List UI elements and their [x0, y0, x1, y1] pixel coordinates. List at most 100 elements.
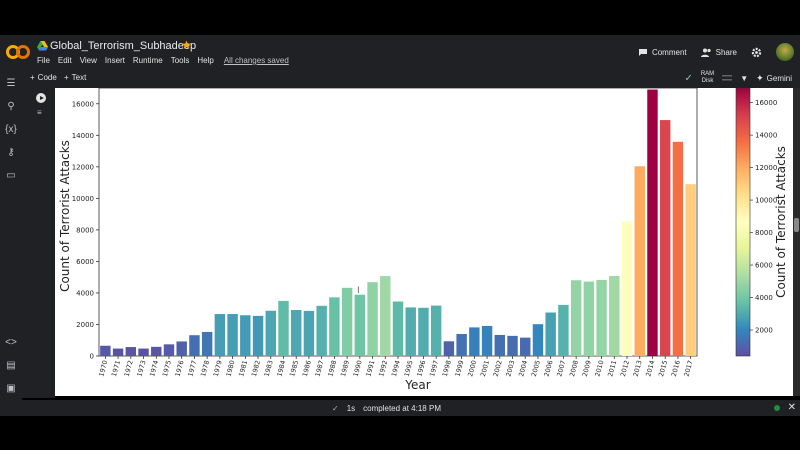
bar-2004 [520, 337, 531, 356]
menu-tools[interactable]: Tools [170, 56, 190, 65]
table-of-contents-icon[interactable]: ☰ [6, 78, 16, 89]
menu-insert[interactable]: Insert [104, 56, 125, 65]
x-tick-label: 1989 [339, 359, 351, 377]
x-tick-label: 2009 [581, 359, 593, 377]
drive-icon[interactable] [37, 41, 48, 51]
x-tick-label: 2010 [593, 359, 605, 377]
share-label: Share [715, 47, 737, 57]
bar-2007 [558, 304, 569, 356]
gemini-button[interactable]: ✦ Gemini [756, 73, 792, 84]
bar-1981 [240, 315, 251, 356]
x-tick-label: 2008 [568, 359, 580, 377]
y-axis-label: Count of Terrorist Attacks [58, 140, 72, 292]
save-status[interactable]: All changes saved [223, 56, 289, 65]
files-folder-icon[interactable]: ▭ [6, 170, 16, 181]
x-tick-label: 1991 [364, 359, 376, 377]
x-tick-label: 1996 [415, 359, 427, 377]
search-icon[interactable]: ⚲ [7, 101, 15, 112]
runtime-dropdown-icon[interactable]: ▼ [740, 73, 749, 83]
close-icon[interactable]: ✕ [787, 402, 796, 413]
menu-view[interactable]: View [79, 56, 97, 65]
connected-check-icon: ✓ [684, 72, 693, 84]
bar-1990 [354, 294, 366, 356]
star-icon[interactable]: ★ [181, 38, 192, 52]
bar-1998 [443, 341, 455, 356]
bar-1991 [367, 282, 378, 356]
bar-1999 [456, 334, 467, 356]
bar-2014 [647, 89, 658, 356]
comment-label: Comment [651, 47, 687, 57]
bar-1980 [227, 314, 238, 356]
notebook-toolbar: + Code + Text ✓ RAM Disk ▼ ✦ Gemini [0, 70, 800, 88]
x-tick-label: 1994 [390, 359, 402, 377]
plus-icon: + [30, 73, 35, 82]
bar-2001 [481, 325, 493, 356]
x-tick-label: 1980 [225, 359, 237, 377]
code-snippets-icon[interactable]: <> [5, 337, 17, 348]
top-right-actions: Comment Share [638, 43, 794, 61]
bar-2005 [532, 324, 544, 356]
connection-status-icon [774, 405, 780, 411]
colorbar-label: Count of Terrorist Attacks [774, 146, 788, 298]
x-tick-label: 1990 [352, 359, 364, 377]
x-tick-label: 1970 [97, 359, 109, 377]
bar-1995 [405, 307, 416, 356]
menu-bar: File Edit View Insert Runtime Tools Help… [37, 56, 289, 65]
colorbar-tick-label: 8000 [755, 229, 773, 237]
comment-button[interactable]: Comment [638, 48, 687, 57]
output-actions-icon[interactable]: ≡ [37, 108, 42, 117]
cell-gutter: ≡ [22, 88, 55, 398]
colorbar [735, 88, 751, 357]
ram-disk-indicator[interactable]: RAM Disk [701, 71, 714, 85]
bar-1971 [112, 348, 124, 356]
colab-logo-icon[interactable] [6, 41, 30, 63]
x-tick-label: 1974 [148, 359, 160, 377]
x-tick-label: 2017 [683, 359, 695, 377]
x-tick-label: 1983 [263, 359, 275, 377]
x-tick-label: 2013 [632, 359, 644, 377]
execution-status: ✓ 1s completed at 4:18 PM [332, 404, 441, 413]
bar-chart: 0 2000 4000 6000 8000 10000 12000 14000 16000 197… [58, 88, 788, 392]
add-text-label: Text [71, 73, 87, 82]
bar-2013 [634, 166, 645, 356]
add-text-button[interactable]: + Text [64, 73, 86, 82]
colorbar-tick-label: 12000 [755, 164, 777, 172]
status-message: completed at 4:18 PM [363, 404, 441, 413]
add-code-label: Code [37, 73, 57, 82]
gemini-label: Gemini [766, 73, 792, 83]
bar-1977 [189, 335, 200, 356]
bar-2008 [570, 280, 582, 356]
settings-gear-icon[interactable] [751, 47, 762, 58]
x-tick-label: 2014 [644, 359, 656, 377]
x-tick-label: 1997 [428, 359, 440, 377]
run-cell-button[interactable] [36, 93, 46, 103]
add-code-button[interactable]: + Code [30, 73, 57, 82]
notebook-title[interactable]: Global_Terrorism_Subhadeep [50, 40, 197, 52]
plus-icon: + [64, 73, 69, 82]
top-bar: Global_Terrorism_Subhadeep ★ File Edit V… [0, 35, 800, 70]
menu-runtime[interactable]: Runtime [132, 56, 163, 65]
x-tick-label: 2002 [492, 359, 504, 377]
bar-2017 [685, 184, 696, 356]
menu-edit[interactable]: Edit [57, 56, 72, 65]
output-scrollbar[interactable] [793, 88, 800, 396]
share-button[interactable]: Share [700, 47, 737, 57]
avatar[interactable] [776, 43, 794, 61]
bar-2003 [507, 335, 518, 356]
menu-file[interactable]: File [37, 56, 50, 65]
y-tick-label: 12000 [72, 163, 94, 171]
x-tick-label: 2000 [466, 359, 478, 377]
scrollbar-thumb[interactable] [794, 218, 799, 232]
bar-2006 [545, 312, 556, 356]
variables-icon[interactable]: {x} [5, 124, 17, 135]
command-palette-icon[interactable]: ▤ [6, 360, 16, 371]
secrets-key-icon[interactable]: ⚷ [7, 147, 15, 158]
bar-2002 [494, 334, 506, 356]
bar-1976 [176, 341, 187, 356]
menu-help[interactable]: Help [197, 56, 214, 65]
bar-2012 [621, 221, 633, 356]
x-tick-label: 1973 [135, 359, 147, 377]
bar-1975 [163, 344, 175, 356]
y-tick-label: 8000 [76, 226, 94, 234]
terminal-icon[interactable]: ▣ [6, 383, 16, 394]
